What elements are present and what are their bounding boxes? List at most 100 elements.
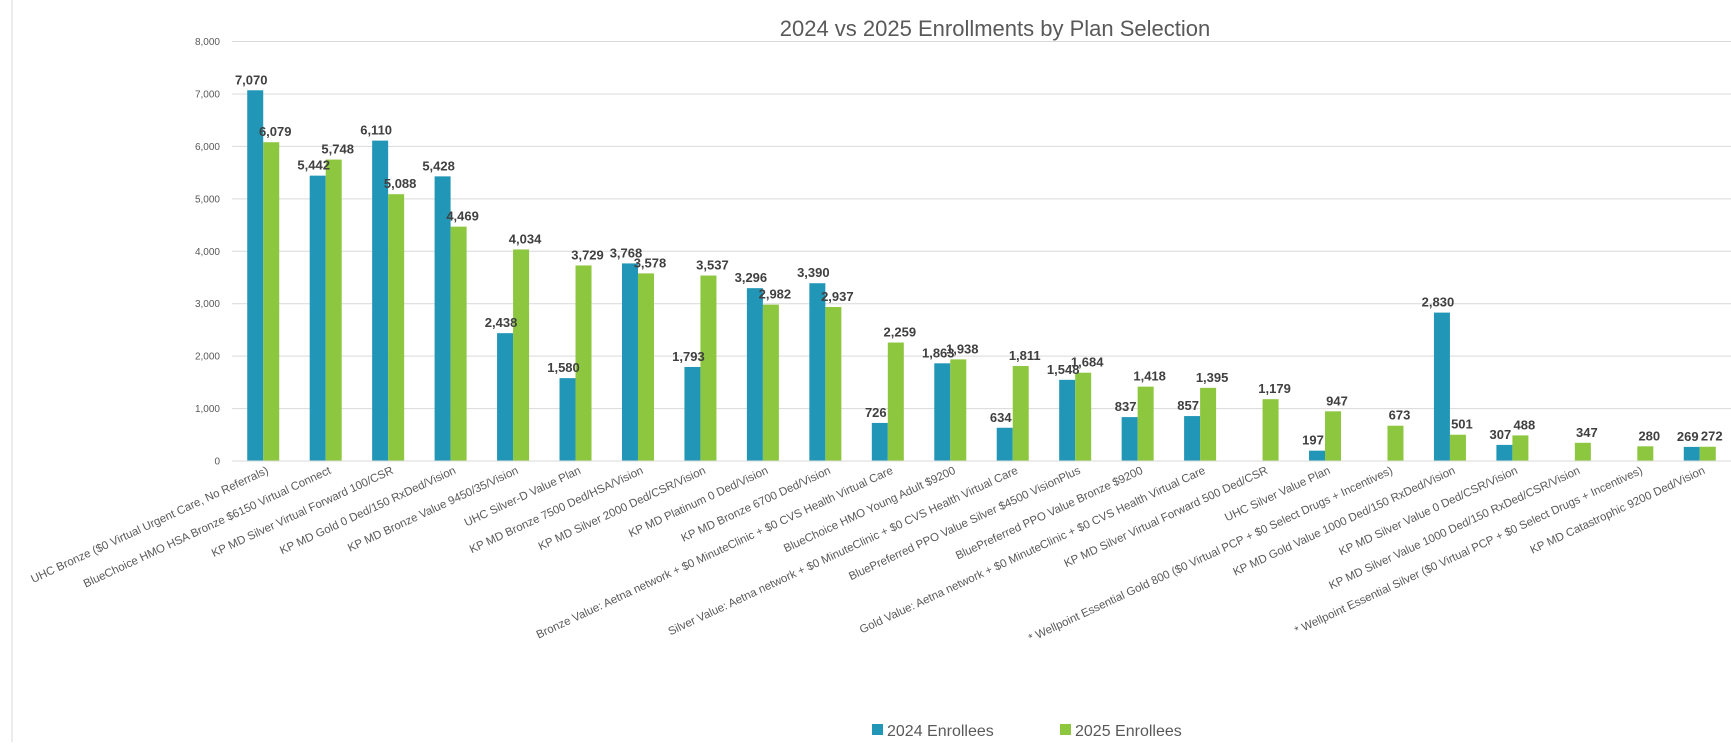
data-label-2024: 269 bbox=[1677, 429, 1699, 444]
data-label-2025: 501 bbox=[1451, 417, 1473, 432]
data-label-2025: 5,748 bbox=[321, 142, 354, 157]
bar-2025 bbox=[1699, 446, 1716, 461]
data-label-2024: 726 bbox=[865, 405, 887, 420]
data-label-2025: 347 bbox=[1576, 425, 1598, 440]
bar-2025 bbox=[1449, 434, 1466, 461]
bar-2024 bbox=[746, 288, 763, 461]
bar-2024 bbox=[1309, 450, 1326, 461]
data-label-2025: 280 bbox=[1638, 428, 1660, 443]
bar-2024 bbox=[996, 427, 1013, 461]
bar-2024 bbox=[1121, 417, 1138, 461]
data-label-2025: 5,088 bbox=[384, 176, 417, 191]
bar-2024 bbox=[871, 422, 888, 461]
data-label-2024: 3,768 bbox=[610, 245, 643, 260]
bar-2024 bbox=[1184, 416, 1201, 461]
bar-2025 bbox=[325, 159, 342, 462]
data-label-2025: 673 bbox=[1389, 408, 1411, 423]
bar-2025 bbox=[1075, 372, 1092, 461]
data-label-2024: 7,070 bbox=[235, 72, 268, 87]
data-label-2025: 1,395 bbox=[1196, 370, 1229, 385]
data-label-2024: 3,296 bbox=[735, 270, 768, 285]
legend-swatch bbox=[872, 724, 883, 735]
data-label-2025: 3,578 bbox=[634, 255, 667, 270]
bar-2025 bbox=[887, 342, 904, 461]
y-axis: 0 1,000 2,000 3,000 4,000 5,000 6,000 7,000 8,00… bbox=[195, 37, 220, 468]
data-label-2024: 1,793 bbox=[672, 349, 705, 364]
bar-2025 bbox=[1200, 387, 1217, 461]
y-tick-label: 5,000 bbox=[195, 194, 220, 205]
data-label-2025: 272 bbox=[1701, 429, 1723, 444]
y-tick-label: 1,000 bbox=[195, 404, 220, 415]
data-label-2024: 5,442 bbox=[297, 158, 330, 173]
legend-label: 2025 Enrollees bbox=[1075, 723, 1182, 740]
y-tick-label: 2,000 bbox=[195, 352, 220, 363]
data-label-2024: 1,580 bbox=[547, 360, 580, 375]
bar-2025 bbox=[450, 226, 467, 461]
data-label-2025: 488 bbox=[1514, 417, 1536, 432]
bar-2024 bbox=[434, 176, 451, 461]
data-label-2025: 2,937 bbox=[821, 289, 854, 304]
data-label-2024: 1,863 bbox=[922, 345, 955, 360]
data-label-2025: 3,729 bbox=[571, 247, 604, 262]
bar-2024 bbox=[809, 283, 826, 461]
legend-swatch bbox=[1060, 724, 1071, 735]
data-label-2025: 947 bbox=[1326, 393, 1348, 408]
data-label-2024: 837 bbox=[1115, 399, 1137, 414]
data-label-2024: 634 bbox=[990, 410, 1012, 425]
data-label-2025: 2,982 bbox=[759, 287, 792, 302]
bar-2025 bbox=[1512, 435, 1529, 461]
bar-2025 bbox=[1012, 366, 1029, 461]
data-label-2024: 197 bbox=[1302, 433, 1324, 448]
bar-2025 bbox=[263, 142, 280, 462]
data-label-2024: 3,390 bbox=[797, 265, 830, 280]
bar-2025 bbox=[388, 194, 405, 461]
bar-2024 bbox=[621, 263, 638, 461]
data-label-2025: 2,259 bbox=[884, 325, 917, 340]
bar-2025 bbox=[700, 275, 717, 461]
data-label-2025: 3,537 bbox=[696, 258, 729, 273]
bar-2024 bbox=[1683, 446, 1700, 461]
y-tick-label: 8,000 bbox=[195, 37, 220, 48]
data-label-2025: 1,418 bbox=[1133, 369, 1166, 384]
data-label-2024: 6,110 bbox=[360, 123, 392, 138]
bar-2024 bbox=[934, 363, 951, 461]
data-label-2024: 1,548 bbox=[1047, 362, 1080, 377]
bar-2025 bbox=[637, 273, 654, 461]
y-tick-label: 6,000 bbox=[195, 142, 220, 153]
bar-2025 bbox=[1262, 399, 1279, 461]
data-label-2025: 1,684 bbox=[1071, 355, 1104, 370]
data-label-2025: 1,179 bbox=[1258, 381, 1291, 396]
legend: 2024 Enrollees 2025 Enrollees bbox=[872, 723, 1182, 740]
bar-2024 bbox=[684, 366, 701, 461]
data-label-2025: 4,034 bbox=[509, 231, 542, 246]
bar-2024 bbox=[1059, 379, 1076, 461]
y-tick-label: 7,000 bbox=[195, 89, 220, 100]
bar-2025 bbox=[950, 359, 967, 461]
data-label-2024: 5,428 bbox=[422, 158, 455, 173]
data-label-2024: 307 bbox=[1490, 427, 1512, 442]
data-label-2025: 4,469 bbox=[446, 209, 479, 224]
bar-2025 bbox=[513, 249, 530, 461]
data-label-2024: 2,830 bbox=[1422, 295, 1455, 310]
y-tick-label: 3,000 bbox=[195, 299, 220, 310]
bar-2025 bbox=[1387, 425, 1404, 461]
bar-2024 bbox=[309, 175, 326, 461]
bar-2025 bbox=[1137, 386, 1154, 461]
bar-2024 bbox=[1496, 444, 1513, 461]
bars bbox=[247, 90, 1716, 462]
bar-2024 bbox=[247, 90, 264, 461]
data-label-2025: 1,938 bbox=[946, 341, 979, 356]
data-label-2024: 857 bbox=[1177, 398, 1199, 413]
bar-2025 bbox=[1574, 442, 1591, 461]
legend-label: 2024 Enrollees bbox=[887, 723, 994, 740]
data-label-2025: 6,079 bbox=[259, 124, 292, 139]
data-label-2025: 1,811 bbox=[1009, 348, 1041, 363]
y-tick-label: 0 bbox=[214, 457, 220, 468]
chart-title: 2024 vs 2025 Enrollments by Plan Selecti… bbox=[780, 16, 1210, 41]
bar-2024 bbox=[497, 333, 514, 461]
bar-2025 bbox=[825, 306, 842, 461]
bar-2025 bbox=[1325, 411, 1342, 461]
data-label-2024: 2,438 bbox=[485, 315, 518, 330]
